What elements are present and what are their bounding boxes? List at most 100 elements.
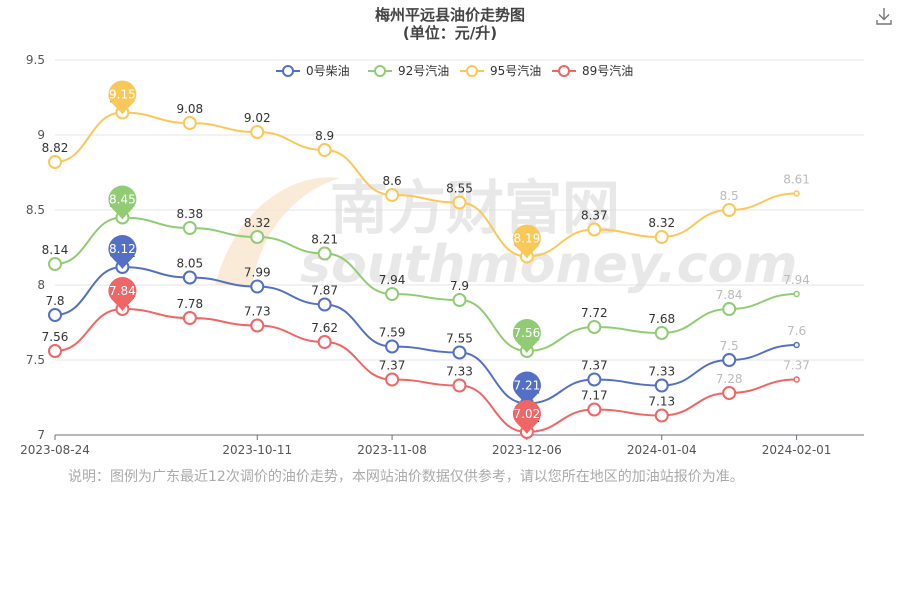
data-label: 7.94 xyxy=(379,273,406,287)
data-point xyxy=(452,378,467,393)
data-label: 7.84 xyxy=(716,288,743,302)
data-label: 9.02 xyxy=(244,111,271,125)
data-point xyxy=(587,320,602,334)
legend-label: 95号汽油 xyxy=(490,63,541,78)
data-label: 8.55 xyxy=(446,182,473,196)
data-point xyxy=(587,222,602,237)
data-label: 7.9 xyxy=(450,279,469,293)
data-label: 8.38 xyxy=(176,207,203,221)
data-point xyxy=(385,372,400,387)
data-point xyxy=(385,287,400,301)
data-label: 7.87 xyxy=(311,284,338,298)
x-tick-label: 2023-11-08 xyxy=(357,443,427,457)
data-point xyxy=(48,155,62,169)
data-point xyxy=(385,339,400,354)
series-line-95号汽油 xyxy=(54,111,797,258)
data-label: 8.9 xyxy=(315,129,334,143)
watermark: 南方财富网 southmoney.com xyxy=(215,174,797,295)
data-point xyxy=(654,230,669,244)
x-tick-label: 2023-12-06 xyxy=(492,443,562,457)
data-label: 7.99 xyxy=(244,266,271,280)
markpoint-pin xyxy=(108,185,137,220)
y-tick-label: 8.5 xyxy=(26,203,45,217)
data-label: 7.68 xyxy=(648,312,675,326)
download-button[interactable] xyxy=(874,6,894,26)
legend-label: 89号汽油 xyxy=(582,63,633,78)
markpoint-pin xyxy=(108,235,137,269)
markpoint-pin xyxy=(512,319,541,353)
y-tick-label: 8 xyxy=(37,278,45,292)
data-label: 7.37 xyxy=(783,359,810,373)
data-label: 7.62 xyxy=(311,321,338,335)
data-point xyxy=(317,143,332,157)
x-tick-label: 2024-02-01 xyxy=(762,443,832,457)
data-label: 8.61 xyxy=(783,173,810,187)
data-label: 7.17 xyxy=(581,389,608,403)
series-lines xyxy=(48,105,800,439)
watermark-swoosh xyxy=(215,177,340,285)
data-point xyxy=(48,257,62,271)
data-point xyxy=(385,188,400,202)
data-label: 8.21 xyxy=(311,233,338,247)
data-label: 7.6 xyxy=(787,324,806,338)
legend-label: 0号柴油 xyxy=(306,64,350,78)
y-tick-label: 7 xyxy=(37,428,45,442)
x-tick-label: 2023-08-24 xyxy=(20,443,90,457)
markpoint-pin xyxy=(512,224,541,259)
markpoint-label: 7.56 xyxy=(514,326,541,340)
data-label: 7.59 xyxy=(379,326,406,340)
y-tick-label: 9 xyxy=(37,128,45,142)
markpoint-label: 8.45 xyxy=(109,193,136,207)
data-point xyxy=(722,386,737,400)
data-label: 7.33 xyxy=(648,365,675,379)
data-point xyxy=(654,378,669,393)
chart-subtitle: (单位：元/升) xyxy=(403,24,497,42)
data-label: 8.32 xyxy=(244,216,271,230)
data-point xyxy=(654,408,669,423)
legend-marker xyxy=(282,65,294,77)
data-point xyxy=(722,353,737,367)
markpoint-label: 7.02 xyxy=(514,407,541,421)
data-label: 7.37 xyxy=(581,359,608,373)
markpoint-pin xyxy=(108,277,137,311)
data-label: 7.37 xyxy=(379,359,406,373)
data-point xyxy=(793,376,800,383)
chart-note: 说明：图例为广东最近12次调价的油价走势，本网站油价数据仅供参考，请以您所在地区… xyxy=(68,469,744,485)
data-point xyxy=(722,302,737,316)
legend-label: 92号汽油 xyxy=(398,63,449,78)
data-point xyxy=(48,344,62,358)
data-label: 9.08 xyxy=(176,102,203,116)
markpoint-label: 9.15 xyxy=(109,88,136,102)
data-point xyxy=(793,190,800,197)
series-line-0号柴油 xyxy=(54,265,797,405)
data-label: 7.55 xyxy=(446,332,473,346)
markpoint-label: 7.21 xyxy=(514,379,541,393)
data-point xyxy=(722,203,737,217)
x-tick-label: 2023-10-11 xyxy=(222,443,292,457)
markpoint-pin xyxy=(108,80,137,115)
y-tick-label: 7.5 xyxy=(26,353,45,367)
legend-marker xyxy=(374,65,386,77)
data-point xyxy=(587,402,602,417)
data-label: 8.14 xyxy=(42,243,69,257)
data-label: 8.82 xyxy=(42,141,69,155)
data-point xyxy=(452,345,467,360)
watermark-en: southmoney.com xyxy=(300,235,797,295)
data-label: 8.37 xyxy=(581,209,608,223)
data-label: 8.6 xyxy=(383,174,402,188)
markpoint-label: 8.12 xyxy=(109,242,136,256)
data-point xyxy=(452,195,467,210)
data-point xyxy=(317,297,332,312)
chart-title: 梅州平远县油价走势图 xyxy=(375,6,525,24)
markpoint-label: 8.19 xyxy=(514,232,541,246)
data-point xyxy=(182,116,197,130)
data-point xyxy=(182,221,197,235)
legend-marker xyxy=(558,65,570,77)
data-point xyxy=(250,318,265,333)
data-label: 7.5 xyxy=(720,339,739,353)
data-label: 8.05 xyxy=(176,257,203,271)
markpoint-pin xyxy=(512,371,541,406)
data-point xyxy=(250,125,265,139)
data-label: 7.73 xyxy=(244,305,271,319)
